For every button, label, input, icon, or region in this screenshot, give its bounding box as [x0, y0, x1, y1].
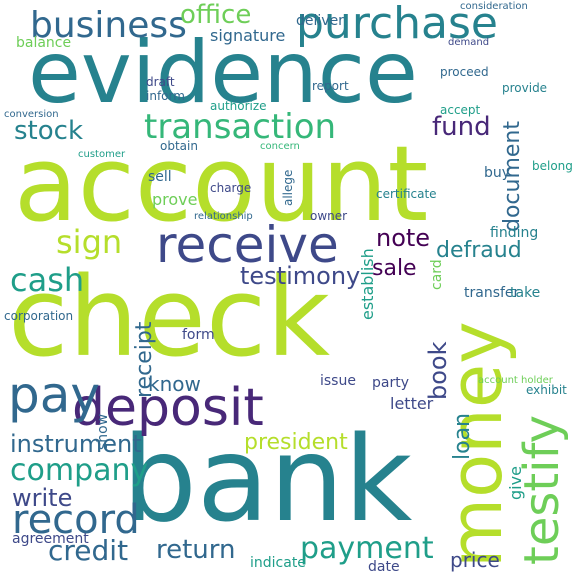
- word-fund: fund: [432, 112, 491, 142]
- word-charge: charge: [210, 181, 252, 195]
- word-exhibit: exhibit: [526, 383, 567, 397]
- word-authorize: authorize: [210, 99, 267, 113]
- word-testify: deposit: [72, 378, 264, 438]
- word-accept: accept: [440, 103, 481, 117]
- word-show: president: [244, 430, 348, 455]
- word-sign: sign: [56, 223, 123, 261]
- word-note: note: [376, 224, 431, 252]
- word-return: return: [156, 535, 236, 565]
- word-consideration: consideration: [460, 1, 528, 12]
- word-loan: loan: [450, 413, 475, 460]
- word-sell: sell: [148, 169, 172, 185]
- word-allege: allege: [281, 169, 295, 206]
- word-date: agreement: [12, 531, 89, 547]
- word-customer: customer: [78, 149, 126, 160]
- word-stock: stock: [14, 116, 83, 146]
- word-inform: inform: [146, 89, 185, 103]
- word-take: take: [510, 285, 541, 301]
- word-party: letter: [390, 394, 434, 413]
- word-conversion: conversion: [4, 109, 59, 120]
- word-write: write: [12, 484, 73, 512]
- word-prove: prove: [152, 190, 198, 209]
- word-check: check: [8, 253, 331, 381]
- word-transfer: card: [429, 259, 445, 290]
- word-deliver: signature: [210, 26, 286, 45]
- word-receive: purchase: [296, 0, 498, 49]
- word-proceed: proceed: [440, 65, 489, 79]
- word-evidence: evidence: [28, 23, 418, 123]
- word-price: deliver: [296, 13, 344, 29]
- word-certificate: indicate: [250, 555, 306, 571]
- word-payment: payment: [300, 531, 434, 566]
- word-receipt: instrument: [10, 430, 142, 458]
- word-purchase: business: [30, 5, 187, 46]
- word-agreement: corporation: [4, 309, 74, 323]
- word-owner: owner: [310, 209, 348, 223]
- word-concern: concern: [260, 141, 300, 152]
- word-account: account: [14, 123, 429, 245]
- word-finding: finding: [490, 225, 539, 241]
- word-report: report: [312, 79, 349, 93]
- word-office: office: [180, 0, 252, 30]
- word-testimony: testimony: [240, 262, 361, 290]
- word-letter: certificate: [376, 187, 437, 201]
- word-transaction: transaction: [144, 107, 337, 147]
- word-relationship: relationship: [194, 211, 253, 222]
- word-provide: provide: [502, 81, 548, 95]
- word-buy: buy: [484, 165, 511, 181]
- word-pay: pay: [8, 366, 100, 424]
- word-deposit: receive: [156, 216, 339, 274]
- word-give: defraud: [436, 238, 522, 263]
- word-company: company: [10, 453, 149, 488]
- word-belong: belong: [532, 159, 573, 173]
- word-draft: draft: [146, 75, 175, 89]
- word-instrument: balance: [16, 35, 72, 51]
- word-record: record: [12, 497, 140, 543]
- word-form: issue: [320, 373, 356, 389]
- word-obtain: obtain: [160, 139, 198, 153]
- word-demand: demand: [448, 37, 490, 48]
- word-defraud: transfer: [464, 285, 520, 301]
- word-signature: form: [182, 327, 215, 343]
- word-business: testify: [514, 415, 570, 565]
- word-issue: party: [372, 375, 409, 391]
- word-know: price: [450, 548, 500, 572]
- word-president: give: [506, 466, 525, 500]
- word-credit: credit: [48, 534, 129, 567]
- word-establish: know: [148, 372, 201, 396]
- word-indicate: date: [368, 559, 400, 575]
- word-balance: establish: [358, 248, 377, 320]
- word-sale: sale: [372, 256, 417, 281]
- word-account-holder: account holder: [478, 375, 553, 386]
- word-cash: cash: [10, 261, 85, 299]
- word-book: book: [424, 341, 452, 401]
- word-bank: bank: [122, 410, 413, 548]
